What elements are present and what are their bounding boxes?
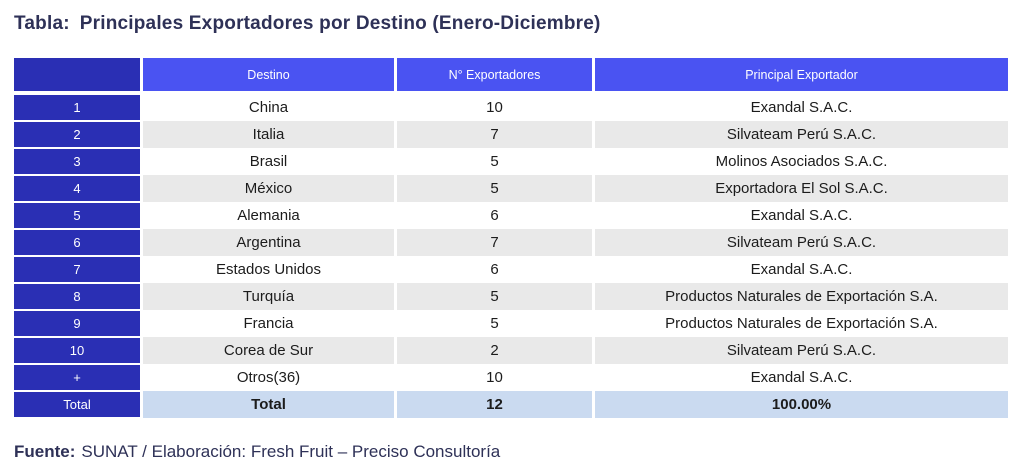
- rank-cell: 8: [14, 283, 140, 310]
- principal-cell: Productos Naturales de Exportación S.A.: [595, 283, 1008, 310]
- exportadores-cell: 6: [397, 202, 592, 229]
- exportadores-cell: 5: [397, 310, 592, 337]
- rank-cell: 9: [14, 310, 140, 337]
- rank-cell: 6: [14, 229, 140, 256]
- exportadores-cell: 5: [397, 283, 592, 310]
- principal-cell: Exandal S.A.C.: [595, 256, 1008, 283]
- principal-cell: Exandal S.A.C.: [595, 94, 1008, 121]
- table-body: 1 China 10 Exandal S.A.C. 2 Italia 7 Sil…: [14, 94, 1010, 418]
- exportadores-cell: 10: [397, 364, 592, 391]
- rank-cell: 3: [14, 148, 140, 175]
- principal-cell: Exandal S.A.C.: [595, 364, 1008, 391]
- rank-cell: 10: [14, 337, 140, 364]
- source-note: Fuente: SUNAT / Elaboración: Fresh Fruit …: [14, 442, 1010, 462]
- rank-cell: +: [14, 364, 140, 391]
- rank-cell: 5: [14, 202, 140, 229]
- total-rank-cell: Total: [14, 391, 140, 418]
- header-principal: Principal Exportador: [595, 58, 1008, 91]
- destino-cell: Corea de Sur: [143, 337, 394, 364]
- rank-cell: 4: [14, 175, 140, 202]
- destino-cell: Estados Unidos: [143, 256, 394, 283]
- principal-cell: Exportadora El Sol S.A.C.: [595, 175, 1008, 202]
- destino-cell: Italia: [143, 121, 394, 148]
- page-title: Tabla: Principales Exportadores por Desti…: [14, 12, 1010, 36]
- exportadores-cell: 6: [397, 256, 592, 283]
- rank-cell: 2: [14, 121, 140, 148]
- destino-cell: Francia: [143, 310, 394, 337]
- principal-cell: Productos Naturales de Exportación S.A.: [595, 310, 1008, 337]
- exportadores-cell: 2: [397, 337, 592, 364]
- exportadores-cell: 10: [397, 94, 592, 121]
- destino-cell: Argentina: [143, 229, 394, 256]
- exportadores-cell: 5: [397, 175, 592, 202]
- total-destino-cell: Total: [143, 391, 394, 418]
- header-rank-cell: [14, 58, 140, 91]
- destino-cell: México: [143, 175, 394, 202]
- principal-cell: Silvateam Perú S.A.C.: [595, 337, 1008, 364]
- rank-cell: 7: [14, 256, 140, 283]
- principal-cell: Silvateam Perú S.A.C.: [595, 229, 1008, 256]
- destino-cell: Turquía: [143, 283, 394, 310]
- source-text: SUNAT / Elaboración: Fresh Fruit – Preci…: [81, 442, 501, 461]
- rank-cell: 1: [14, 94, 140, 121]
- principal-cell: Molinos Asociados S.A.C.: [595, 148, 1008, 175]
- source-label: Fuente:: [14, 442, 76, 461]
- title-text: Principales Exportadores por Destino (En…: [79, 13, 601, 34]
- exportadores-cell: 5: [397, 148, 592, 175]
- exportadores-cell: 7: [397, 121, 592, 148]
- header-destino: Destino: [143, 58, 394, 91]
- table-header: Destino N° Exportadores Principal Export…: [14, 58, 1010, 91]
- destino-cell: China: [143, 94, 394, 121]
- title-label: Tabla:: [14, 13, 70, 34]
- header-exportadores: N° Exportadores: [397, 58, 592, 91]
- exportadores-cell: 7: [397, 229, 592, 256]
- destino-cell: Otros(36): [143, 364, 394, 391]
- principal-cell: Silvateam Perú S.A.C.: [595, 121, 1008, 148]
- total-principal-cell: 100.00%: [595, 391, 1008, 418]
- destino-cell: Brasil: [143, 148, 394, 175]
- total-exportadores-cell: 12: [397, 391, 592, 418]
- destino-cell: Alemania: [143, 202, 394, 229]
- principal-cell: Exandal S.A.C.: [595, 202, 1008, 229]
